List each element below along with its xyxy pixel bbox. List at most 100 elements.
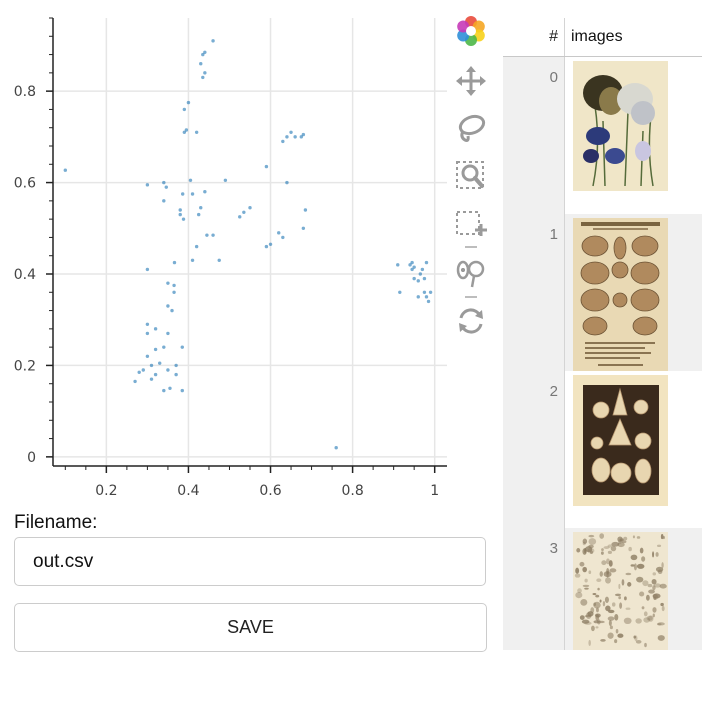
data-point	[190, 192, 195, 196]
y-tick-label: 0.8	[14, 84, 36, 100]
data-point	[238, 215, 242, 219]
data-point	[153, 347, 158, 352]
pan-tool-icon[interactable]	[454, 64, 488, 98]
data-point	[166, 368, 170, 372]
data-point	[141, 368, 145, 372]
images-table[interactable]: # images 0	[503, 18, 702, 650]
data-point	[334, 446, 338, 450]
data-point	[196, 212, 201, 217]
data-point	[199, 206, 203, 210]
save-button[interactable]: SAVE	[14, 603, 487, 652]
data-point	[248, 206, 252, 210]
data-point	[133, 379, 137, 384]
iris-botanical-thumbnail	[573, 61, 668, 191]
hover-tool-icon[interactable]	[454, 256, 488, 290]
data-point	[416, 295, 420, 299]
data-point	[303, 208, 308, 212]
data-point	[264, 164, 269, 169]
data-point	[396, 263, 400, 267]
data-point	[180, 345, 184, 349]
data-point	[178, 208, 182, 212]
y-tick-label: 0.6	[14, 176, 36, 192]
data-point	[203, 50, 207, 54]
row-index: 0	[503, 57, 565, 214]
lasso-select-icon[interactable]	[454, 111, 488, 145]
data-point	[162, 180, 166, 185]
data-point	[412, 276, 416, 281]
data-point	[211, 233, 215, 237]
data-point	[145, 183, 150, 187]
data-point	[418, 272, 423, 276]
data-point	[172, 260, 177, 265]
data-points	[63, 39, 433, 450]
x-tick-label: 0.2	[95, 483, 117, 499]
table-row[interactable]: 2	[503, 371, 702, 528]
filename-input[interactable]	[14, 537, 486, 586]
column-header-images[interactable]: images	[571, 28, 623, 45]
data-point	[137, 370, 141, 374]
data-point	[194, 244, 199, 249]
row-index: 3	[503, 528, 565, 650]
data-point	[164, 185, 168, 189]
image-cell[interactable]	[565, 528, 702, 650]
table-row[interactable]: 0	[503, 57, 702, 214]
data-point	[424, 295, 429, 299]
box-zoom-icon[interactable]	[454, 159, 488, 193]
data-point	[201, 75, 205, 80]
data-point	[293, 135, 297, 139]
data-point	[410, 267, 414, 272]
grid-lines	[53, 18, 447, 466]
image-cell[interactable]	[565, 371, 702, 528]
data-point	[182, 130, 187, 134]
table-row[interactable]: 3	[503, 528, 702, 650]
row-index: 2	[503, 371, 565, 528]
data-point	[180, 192, 185, 196]
data-point	[203, 71, 207, 75]
data-point	[285, 135, 289, 139]
data-point	[180, 388, 184, 393]
y-tick-label: 0	[27, 450, 36, 466]
filename-label: Filename:	[14, 512, 98, 533]
data-point	[194, 130, 199, 134]
image-cell[interactable]	[565, 214, 702, 371]
plot-area[interactable]	[53, 18, 447, 466]
data-point	[149, 377, 154, 381]
data-point	[289, 130, 293, 134]
toolbar-divider	[465, 246, 477, 248]
data-point	[301, 226, 306, 230]
radiolarian-plate-thumbnail	[573, 375, 668, 506]
data-point	[301, 132, 306, 137]
data-point	[201, 52, 205, 57]
data-point	[242, 210, 246, 214]
data-point	[174, 372, 178, 377]
data-point	[422, 290, 427, 294]
scatter-plot-canvas[interactable]: 0.2 0.4 0.6 0.8 1 0 0.2 0.4 0.6 0.8	[0, 0, 455, 505]
box-select-icon[interactable]	[454, 206, 488, 240]
data-point	[166, 281, 170, 285]
data-point	[186, 100, 191, 105]
reset-tool-icon[interactable]	[454, 304, 488, 338]
data-point	[223, 178, 228, 182]
data-point	[158, 361, 162, 365]
data-point	[205, 233, 209, 237]
table-row[interactable]: 1	[503, 214, 702, 371]
data-point	[420, 267, 425, 272]
scatter-plot[interactable]: 0.2 0.4 0.6 0.8 1 0 0.2 0.4 0.6 0.8	[0, 0, 455, 505]
bokeh-logo-icon[interactable]	[454, 14, 488, 48]
data-point	[203, 190, 207, 194]
column-header-index[interactable]: #	[503, 18, 565, 56]
data-point	[424, 260, 429, 265]
data-point	[162, 345, 166, 349]
data-point	[166, 331, 170, 336]
data-point	[145, 331, 150, 336]
y-tick-label: 0.4	[14, 267, 36, 283]
data-point	[153, 372, 158, 377]
data-point	[174, 363, 178, 368]
data-point	[398, 290, 402, 294]
data-point	[149, 363, 154, 368]
data-point	[264, 244, 269, 249]
data-point	[199, 62, 203, 66]
image-cell[interactable]	[565, 57, 702, 214]
engraved-specimens-thumbnail	[573, 532, 668, 650]
x-tick-label: 0.8	[341, 483, 363, 499]
